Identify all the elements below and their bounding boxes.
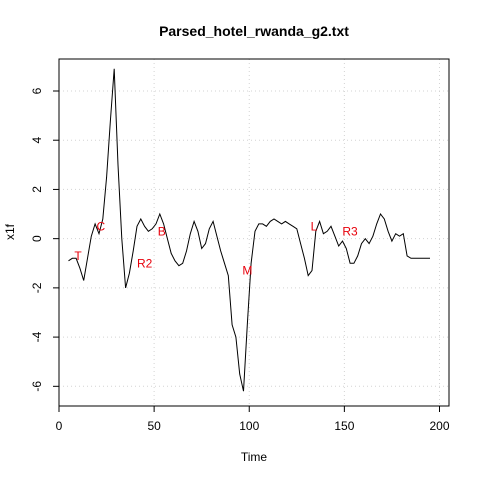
y-tick-label: -4 bbox=[30, 331, 44, 342]
y-tick-label: 4 bbox=[30, 137, 44, 144]
series-layer bbox=[68, 68, 430, 392]
chart-title: Parsed_hotel_rwanda_g2.txt bbox=[159, 23, 349, 39]
annotation-label: C bbox=[97, 219, 106, 233]
annotation-label: T bbox=[74, 249, 82, 263]
annotation-label: M bbox=[242, 264, 252, 278]
x-tick-label: 0 bbox=[56, 419, 63, 433]
annotation-label: R2 bbox=[137, 256, 153, 270]
x-tick-label: 200 bbox=[429, 419, 449, 433]
grid-layer bbox=[58, 59, 449, 406]
annotation-label: B bbox=[158, 224, 166, 238]
y-axis-label: x1f bbox=[3, 223, 17, 240]
y-tick-label: -6 bbox=[30, 381, 44, 392]
x-axis-label: Time bbox=[241, 450, 268, 464]
x-axis: 0 50 100 150 200 bbox=[56, 406, 450, 433]
x-tick-label: 150 bbox=[334, 419, 354, 433]
y-tick-label: 2 bbox=[30, 186, 44, 193]
series-line bbox=[68, 68, 430, 392]
y-axis: -6 -4 -2 0 2 4 6 bbox=[30, 87, 59, 392]
plot-frame bbox=[58, 58, 450, 407]
x-tick-label: 100 bbox=[239, 419, 259, 433]
y-tick-label: 6 bbox=[30, 87, 44, 94]
annotation-label: R3 bbox=[342, 224, 358, 238]
x-tick-label: 50 bbox=[147, 419, 161, 433]
annotation-label: L bbox=[311, 219, 318, 233]
y-tick-label: -2 bbox=[30, 282, 44, 293]
annotation-layer: T C R2 B M L R3 bbox=[74, 219, 358, 277]
y-tick-label: 0 bbox=[30, 235, 44, 242]
